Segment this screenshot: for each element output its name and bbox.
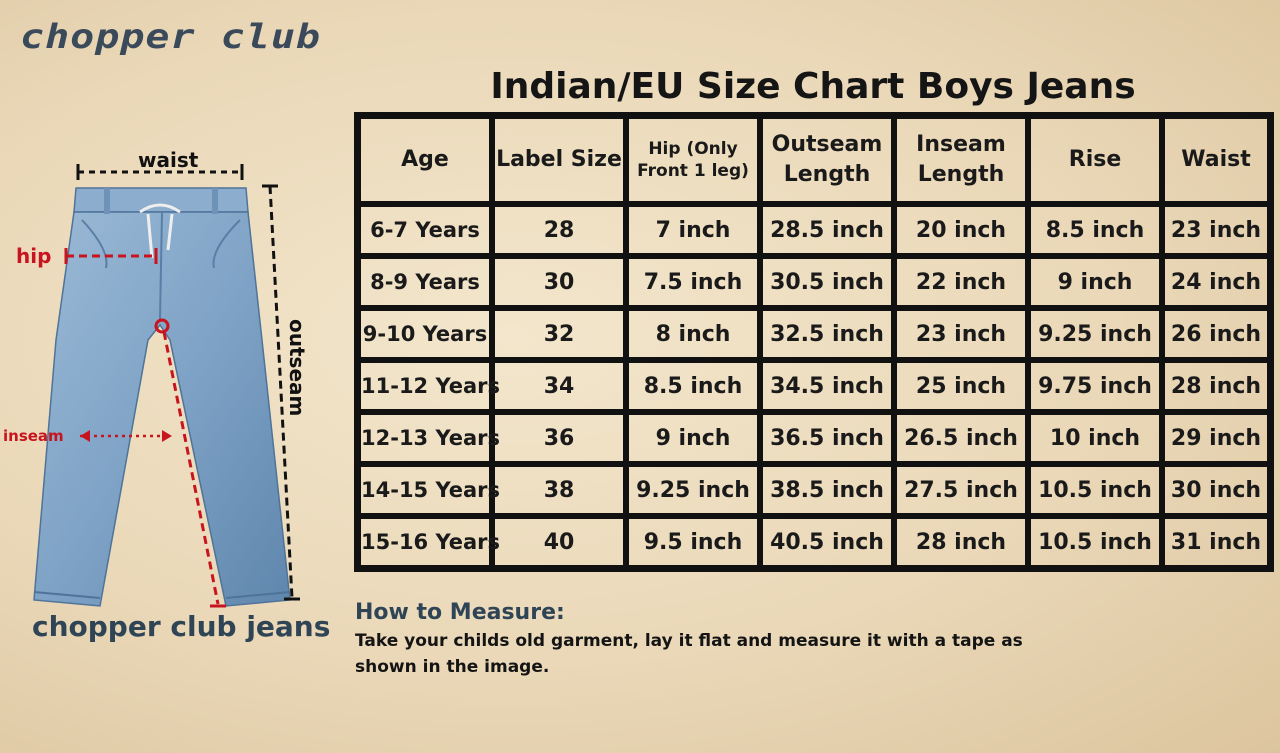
- brand-logo: chopper club: [20, 17, 321, 57]
- table-row: 12-13 Years 36 9 inch 36.5 inch 26.5 inc…: [358, 412, 1270, 464]
- chart-title: Indian/EU Size Chart Boys Jeans: [490, 66, 1136, 107]
- cell-rise: 10 inch: [1028, 412, 1162, 464]
- cell-age: 9-10 Years: [358, 308, 492, 360]
- outseam-label: outseam: [285, 319, 309, 417]
- cell-rise: 8.5 inch: [1028, 204, 1162, 256]
- cell-outseam: 36.5 inch: [760, 412, 894, 464]
- table-row: 6-7 Years 28 7 inch 28.5 inch 20 inch 8.…: [358, 204, 1270, 256]
- cell-age: 8-9 Years: [358, 256, 492, 308]
- header-rise: Rise: [1028, 116, 1162, 204]
- cell-outseam: 40.5 inch: [760, 516, 894, 568]
- cell-waist: 31 inch: [1162, 516, 1270, 568]
- cell-label-size: 32: [492, 308, 626, 360]
- header-hip: Hip (Only Front 1 leg): [626, 116, 760, 204]
- cell-inseam: 25 inch: [894, 360, 1028, 412]
- jeans-measurement-diagram: [33, 164, 300, 608]
- cell-inseam: 27.5 inch: [894, 464, 1028, 516]
- cell-rise: 10.5 inch: [1028, 464, 1162, 516]
- hip-measure-line: [64, 248, 158, 264]
- cell-label-size: 40: [492, 516, 626, 568]
- cell-outseam: 30.5 inch: [760, 256, 894, 308]
- cell-inseam: 20 inch: [894, 204, 1028, 256]
- cell-hip: 9 inch: [626, 412, 760, 464]
- hip-label: hip: [16, 244, 52, 268]
- jeans-caption: chopper club jeans: [32, 610, 331, 643]
- cell-age: 12-13 Years: [358, 412, 500, 464]
- cell-waist: 29 inch: [1162, 412, 1270, 464]
- cell-rise: 9 inch: [1028, 256, 1162, 308]
- cell-age: 6-7 Years: [358, 204, 492, 256]
- cell-outseam: 38.5 inch: [760, 464, 894, 516]
- cell-waist: 26 inch: [1162, 308, 1270, 360]
- cell-hip: 9.5 inch: [626, 516, 760, 568]
- cell-label-size: 28: [492, 204, 626, 256]
- cell-waist: 23 inch: [1162, 204, 1270, 256]
- cell-hip: 9.25 inch: [626, 464, 760, 516]
- header-waist: Waist: [1162, 116, 1270, 204]
- header-age: Age: [358, 116, 492, 204]
- header-label-size: Label Size: [492, 116, 626, 204]
- cell-inseam: 26.5 inch: [894, 412, 1028, 464]
- header-inseam: Inseam Length: [894, 116, 1028, 204]
- cell-age: 11-12 Years: [358, 360, 500, 412]
- inseam-label: inseam: [3, 427, 64, 445]
- cell-outseam: 28.5 inch: [760, 204, 894, 256]
- inseam-measure-line: [80, 318, 226, 608]
- cell-label-size: 34: [492, 360, 626, 412]
- cell-hip: 8.5 inch: [626, 360, 760, 412]
- jeans-illustration: [33, 187, 291, 607]
- table-header-row: Age Label Size Hip (Only Front 1 leg) Ou…: [358, 116, 1270, 204]
- how-to-measure-text: Take your childs old garment, lay it fla…: [355, 631, 1023, 677]
- cell-age: 14-15 Years: [358, 464, 500, 516]
- cell-hip: 7 inch: [626, 204, 760, 256]
- cell-waist: 30 inch: [1162, 464, 1270, 516]
- header-outseam: Outseam Length: [760, 116, 894, 204]
- cell-outseam: 32.5 inch: [760, 308, 894, 360]
- cell-inseam: 22 inch: [894, 256, 1028, 308]
- table-row: 8-9 Years 30 7.5 inch 30.5 inch 22 inch …: [358, 256, 1270, 308]
- cell-rise: 9.75 inch: [1028, 360, 1162, 412]
- waist-measure-line: [76, 164, 244, 180]
- cell-hip: 7.5 inch: [626, 256, 760, 308]
- cell-waist: 24 inch: [1162, 256, 1270, 308]
- table-row: 9-10 Years 32 8 inch 32.5 inch 23 inch 9…: [358, 308, 1270, 360]
- cell-inseam: 28 inch: [894, 516, 1028, 568]
- table-row: 14-15 Years 38 9.25 inch 38.5 inch 27.5 …: [358, 464, 1270, 516]
- cell-hip: 8 inch: [626, 308, 760, 360]
- cell-outseam: 34.5 inch: [760, 360, 894, 412]
- cell-inseam: 23 inch: [894, 308, 1028, 360]
- cell-label-size: 36: [492, 412, 626, 464]
- size-chart-table: Age Label Size Hip (Only Front 1 leg) Ou…: [354, 112, 1274, 572]
- cell-rise: 9.25 inch: [1028, 308, 1162, 360]
- cell-label-size: 38: [492, 464, 626, 516]
- outseam-measure-line: [262, 184, 300, 601]
- cell-rise: 10.5 inch: [1028, 516, 1162, 568]
- how-to-measure-heading: How to Measure:: [355, 600, 565, 625]
- table-row: 15-16 Years 40 9.5 inch 40.5 inch 28 inc…: [358, 516, 1270, 568]
- waist-label: waist: [138, 148, 199, 172]
- table-row: 11-12 Years 34 8.5 inch 34.5 inch 25 inc…: [358, 360, 1270, 412]
- cell-waist: 28 inch: [1162, 360, 1270, 412]
- cell-label-size: 30: [492, 256, 626, 308]
- cell-age: 15-16 Years: [358, 516, 500, 568]
